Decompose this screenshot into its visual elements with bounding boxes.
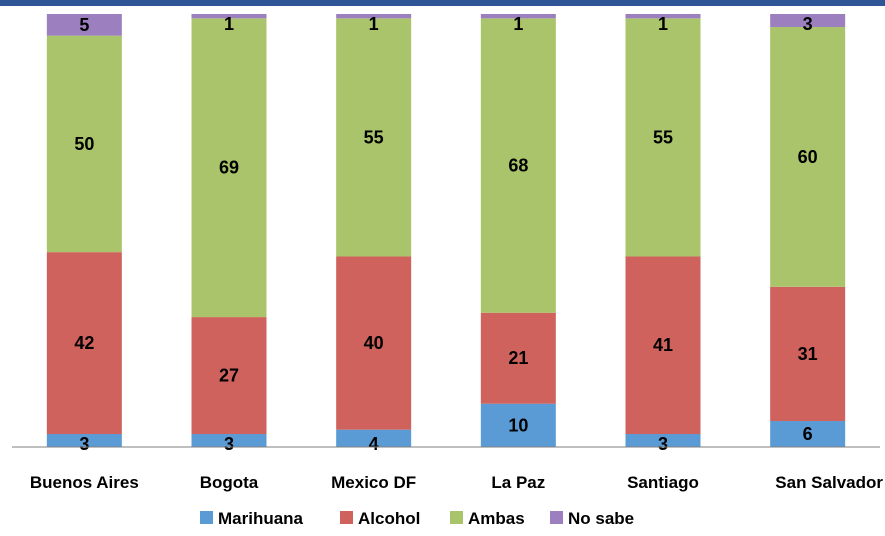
value-label-bogota-ambas: 69 (219, 158, 239, 178)
value-label-la-paz-marihuana: 10 (508, 415, 528, 435)
legend-swatch-marihuana (200, 511, 213, 524)
legend-swatch-ambas (450, 511, 463, 524)
value-label-buenos-aires-alcohol: 42 (74, 333, 94, 353)
value-label-la-paz-ambas: 68 (508, 156, 528, 176)
bar-buenos-aires-alcohol (46, 252, 122, 435)
value-label-la-paz-alcohol: 21 (508, 348, 528, 368)
bar-santiago-marihuana (625, 434, 701, 447)
value-label-mexico-df-alcohol: 40 (364, 333, 384, 353)
legend-label-alcohol: Alcohol (358, 509, 420, 528)
value-label-bogota-alcohol: 27 (219, 366, 239, 386)
bar-san-salvador-ambas (770, 26, 846, 287)
legend-label-no-sabe: No sabe (568, 509, 634, 528)
bar-santiago-no-sabe (625, 14, 701, 19)
value-label-bogota-no-sabe: 1 (224, 14, 234, 34)
bar-la-paz-ambas (480, 18, 556, 313)
category-label-bogota: Bogota (200, 473, 259, 492)
value-label-la-paz-no-sabe: 1 (513, 14, 523, 34)
segment-labels-group: 3 42 50 5 3 27 69 1 4 40 55 1 10 21 68 1 3 41 55 1 6 31 60 3 (74, 14, 817, 454)
value-label-san-salvador-ambas: 60 (798, 147, 818, 167)
bar-san-salvador-alcohol (770, 286, 846, 422)
bar-bogota-alcohol (191, 317, 267, 435)
value-label-santiago-alcohol: 41 (653, 335, 673, 355)
bar-san-salvador-marihuana (770, 421, 846, 447)
legend-item-no-sabe: No sabe (550, 509, 634, 528)
value-label-san-salvador-marihuana: 6 (803, 424, 813, 444)
value-label-buenos-aires-ambas: 50 (74, 134, 94, 154)
value-label-buenos-aires-no-sabe: 5 (79, 15, 89, 35)
bar-buenos-aires-ambas (46, 35, 122, 253)
bar-la-paz-marihuana (480, 403, 556, 447)
bar-la-paz-no-sabe (480, 14, 556, 19)
value-label-san-salvador-no-sabe: 3 (803, 14, 813, 34)
category-label-san-salvador: San Salvador (775, 473, 883, 492)
value-label-mexico-df-ambas: 55 (364, 127, 384, 147)
value-label-san-salvador-alcohol: 31 (798, 344, 818, 364)
legend-label-ambas: Ambas (468, 509, 525, 528)
bar-mexico-df-alcohol (336, 256, 412, 430)
category-label-santiago: Santiago (627, 473, 699, 492)
value-label-santiago-marihuana: 3 (658, 434, 668, 454)
bar-santiago-alcohol (625, 256, 701, 435)
top-border (0, 0, 885, 6)
legend-label-marihuana: Marihuana (218, 509, 304, 528)
bar-santiago-ambas (625, 18, 701, 257)
bar-buenos-aires-marihuana (46, 434, 122, 447)
value-label-mexico-df-marihuana: 4 (369, 434, 379, 454)
legend-item-alcohol: Alcohol (340, 509, 420, 528)
legend-item-ambas: Ambas (450, 509, 525, 528)
bar-mexico-df-ambas (336, 18, 412, 257)
value-label-santiago-ambas: 55 (653, 127, 673, 147)
legend-swatch-alcohol (340, 511, 353, 524)
value-label-buenos-aires-marihuana: 3 (79, 434, 89, 454)
bar-bogota-marihuana (191, 434, 267, 447)
bar-bogota-ambas (191, 18, 267, 318)
bar-mexico-df-marihuana (336, 429, 412, 447)
value-label-mexico-df-no-sabe: 1 (369, 14, 379, 34)
legend-swatch-no-sabe (550, 511, 563, 524)
category-label-buenos-aires: Buenos Aires (30, 473, 139, 492)
bar-la-paz-alcohol (480, 312, 556, 404)
category-label-la-paz: La Paz (491, 473, 545, 492)
bar-buenos-aires-no-sabe (46, 14, 122, 36)
category-label-mexico-df: Mexico DF (331, 473, 416, 492)
bar-mexico-df-no-sabe (336, 14, 412, 19)
legend: Marihuana Alcohol Ambas No sabe (200, 509, 634, 528)
value-label-santiago-no-sabe: 1 (658, 14, 668, 34)
value-label-bogota-marihuana: 3 (224, 434, 234, 454)
category-labels-group: Buenos Aires Bogota Mexico DF La Paz Santiag… (30, 473, 884, 492)
bar-bogota-no-sabe (191, 14, 267, 19)
bars-group (46, 14, 846, 447)
legend-item-marihuana: Marihuana (200, 509, 304, 528)
bar-san-salvador-no-sabe (770, 14, 846, 27)
